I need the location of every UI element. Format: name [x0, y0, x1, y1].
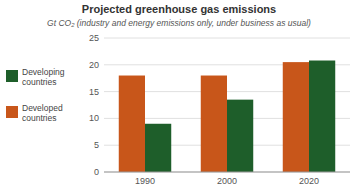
y-tick-label: 0	[94, 167, 99, 177]
bar	[283, 62, 309, 172]
legend-label-line: countries	[22, 113, 57, 123]
legend-label: Developingcountries	[22, 67, 65, 87]
bars	[119, 61, 335, 172]
grid-line	[104, 38, 350, 39]
bar	[119, 76, 145, 172]
bar	[145, 124, 171, 172]
legend-swatch	[6, 70, 18, 82]
title: Projected greenhouse gas emissions	[82, 3, 276, 15]
legend-label-line: countries	[22, 77, 57, 87]
chart: Projected greenhouse gas emissions Gt CO₂…	[0, 0, 358, 191]
bar	[201, 76, 227, 172]
x-tick-label: 2000	[217, 176, 237, 186]
y-tick-label: 25	[89, 33, 99, 43]
subtitle: Gt CO₂ (industry and energy emissions on…	[47, 18, 311, 28]
y-tick-label: 10	[89, 113, 99, 123]
legend-label: Developedcountries	[22, 103, 63, 123]
grid-line	[104, 172, 350, 173]
legend-swatch	[6, 106, 18, 118]
legend-label-line: Developed	[22, 103, 63, 113]
bar	[227, 100, 253, 172]
legend-label-line: Developing	[22, 67, 65, 77]
x-tick-label: 2020	[299, 176, 319, 186]
y-tick-label: 15	[89, 87, 99, 97]
y-tick-label: 5	[94, 140, 99, 150]
y-tick-label: 20	[89, 60, 99, 70]
bar	[309, 61, 335, 172]
x-axis-line	[104, 172, 350, 173]
x-tick-label: 1990	[135, 176, 155, 186]
